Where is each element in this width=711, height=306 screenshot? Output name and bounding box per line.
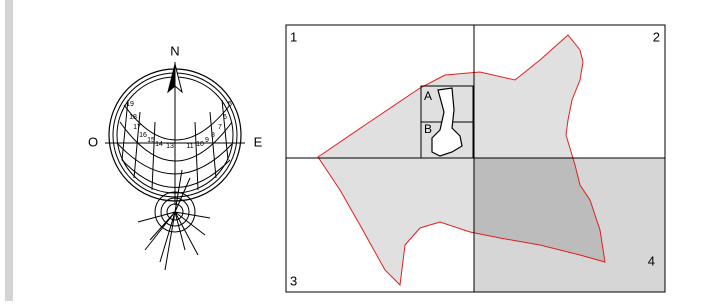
page: N O E 191817161514131110987651234AB (() …: [0, 0, 711, 301]
side-bar: [5, 0, 13, 301]
hour-label: 11: [186, 143, 193, 150]
quadrant-label: 3: [290, 273, 297, 288]
hour-label: 6: [223, 114, 227, 121]
sun-path-diagram: [105, 62, 245, 270]
hour-label: 10: [196, 141, 204, 148]
quadrant-label: 4: [648, 253, 655, 268]
west-label: O: [88, 134, 98, 149]
hour-label: 17: [133, 124, 141, 131]
zone-label: A: [424, 89, 432, 103]
hour-label: 7: [218, 124, 222, 131]
east-label: E: [254, 134, 263, 149]
hour-label: 5: [228, 101, 232, 108]
hour-label: 13: [166, 143, 174, 150]
hour-label: 8: [211, 132, 215, 139]
figure: N O E 19 18 1716151413 111098765 1 2 3 4 A B: [0, 0, 711, 301]
hour-label: 19: [126, 101, 134, 108]
hour-label: 18: [129, 114, 137, 121]
hour-label: 15: [147, 137, 155, 144]
municipality-outline: [318, 35, 605, 285]
hour-label: 16: [139, 132, 147, 139]
quadrant-label: 1: [290, 29, 297, 44]
quadrant-label: 2: [653, 29, 660, 44]
zone-label: B: [424, 122, 432, 136]
north-label: N: [170, 43, 179, 58]
hour-label: 14: [155, 141, 163, 148]
hour-label: 9: [205, 137, 209, 144]
